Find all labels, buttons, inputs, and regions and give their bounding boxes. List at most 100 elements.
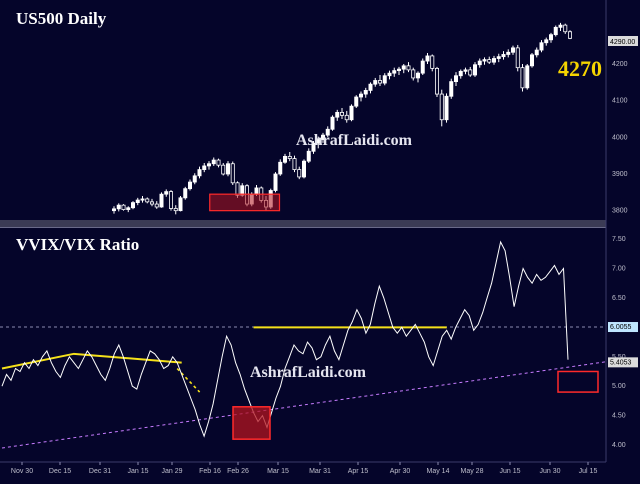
level-tag-bg	[608, 357, 638, 368]
x-tick-label: Jul 15	[579, 468, 598, 475]
vvix-vix-y-tick-label: 4.00	[612, 442, 626, 449]
us500-candles	[112, 22, 573, 215]
candle-body	[425, 55, 430, 62]
candle-body	[221, 164, 226, 175]
candle-body	[420, 60, 425, 74]
candle-body	[325, 128, 330, 136]
candle-body	[449, 81, 454, 97]
candle-body	[126, 207, 131, 210]
vvix-vix-highlight-boxes	[232, 370, 599, 440]
candle-body	[525, 65, 530, 89]
candle-body	[482, 59, 487, 62]
x-tick-label: Feb 26	[227, 468, 249, 475]
candle-body	[145, 198, 150, 203]
candle-body	[173, 208, 178, 212]
candle-body	[230, 163, 235, 184]
x-tick-label: Feb 16	[199, 468, 221, 475]
vvix-vix-y-tick-label: 7.00	[612, 265, 626, 272]
candle-body	[202, 165, 207, 171]
candle-body	[501, 54, 506, 58]
panel-separator	[0, 220, 606, 228]
x-tick-label: Mar 15	[267, 468, 289, 475]
candle-body	[444, 95, 449, 121]
candle-body	[354, 96, 359, 107]
price-annotation: 4270	[558, 56, 602, 81]
candle-body	[487, 59, 492, 63]
candle-body	[387, 72, 392, 77]
candle-body	[472, 64, 477, 76]
candle-body	[292, 158, 297, 171]
us500-red-box	[209, 193, 281, 212]
candle-body	[301, 160, 306, 178]
us500-y-tick-label: 4200	[612, 61, 628, 68]
us500-y-tick-label: 4100	[612, 98, 628, 105]
x-tick-label: Jun 15	[499, 468, 520, 475]
x-tick-label: May 28	[461, 468, 484, 475]
candle-body	[568, 31, 573, 39]
level-tag-bg	[608, 322, 638, 333]
candle-body	[140, 198, 145, 201]
candle-body	[539, 42, 544, 51]
candle-body	[434, 68, 439, 95]
candle-body	[368, 83, 373, 91]
candle-body	[149, 201, 154, 205]
candle-body	[278, 161, 283, 175]
candle-body	[254, 187, 259, 195]
candle-body	[439, 93, 444, 121]
x-tick-label: Dec 31	[89, 468, 111, 475]
level-tags: 6.0055 5.4053	[608, 322, 638, 368]
candle-body	[121, 204, 126, 210]
candle-body	[544, 39, 549, 44]
candle-body	[510, 47, 515, 53]
vvix-vix-panel: 7.507.006.506.005.505.004.504.00 VVIX/VI…	[0, 235, 638, 449]
candle-body	[377, 80, 382, 84]
candle-body	[135, 199, 140, 204]
candle-body	[116, 204, 121, 210]
candle-body	[401, 65, 406, 70]
candle-body	[415, 72, 420, 79]
x-tick-label: May 14	[427, 468, 450, 475]
candle-body	[344, 114, 349, 121]
vvix-vix-watermark: AshrafLaidi.com	[250, 364, 367, 381]
x-tick-label: Dec 15	[49, 468, 71, 475]
candle-body	[197, 169, 202, 177]
x-tick-label: Jan 29	[161, 468, 182, 475]
candle-body	[192, 175, 197, 183]
panel-separator-line	[0, 227, 606, 228]
us500-watermark: AshrafLaidi.com	[296, 132, 413, 149]
us500-y-tick-label: 4000	[612, 134, 628, 141]
candle-body	[363, 90, 368, 95]
candle-body	[168, 191, 173, 209]
us500-panel: 4200 4100 4000 3900 3800 US500 Daily AshrafL…	[16, 9, 638, 215]
candle-body	[430, 55, 435, 69]
candle-body	[530, 54, 535, 67]
x-tick-label: Apr 30	[390, 468, 411, 475]
last-price-label: 4290.00	[610, 39, 635, 46]
last-price-tag	[608, 36, 638, 46]
candle-body	[373, 80, 378, 85]
candle-body	[316, 139, 321, 144]
candle-body	[563, 24, 568, 33]
candle-body	[164, 191, 169, 195]
candle-body	[154, 203, 159, 208]
candle-body	[349, 105, 354, 121]
level-tag-label: 6.0055	[610, 324, 632, 331]
x-tick-label: Apr 15	[348, 468, 369, 475]
vvix-vix-y-tick-label: 4.50	[612, 413, 626, 420]
candle-body	[330, 116, 335, 130]
candle-body	[112, 208, 117, 212]
candle-body	[549, 34, 554, 41]
candle-body	[183, 188, 188, 199]
candle-body	[320, 134, 325, 140]
candle-body	[287, 155, 292, 159]
candle-body	[225, 163, 230, 175]
candle-body	[311, 142, 316, 152]
candle-body	[159, 193, 164, 208]
vvix-vix-y-tick-label: 6.50	[612, 295, 626, 302]
candle-body	[297, 169, 302, 178]
ratio-series-line	[1, 240, 569, 438]
candle-body	[211, 159, 216, 165]
vvix-vix-title: VVIX/VIX Ratio	[16, 235, 139, 254]
vvix-vix-red-box	[232, 406, 271, 440]
